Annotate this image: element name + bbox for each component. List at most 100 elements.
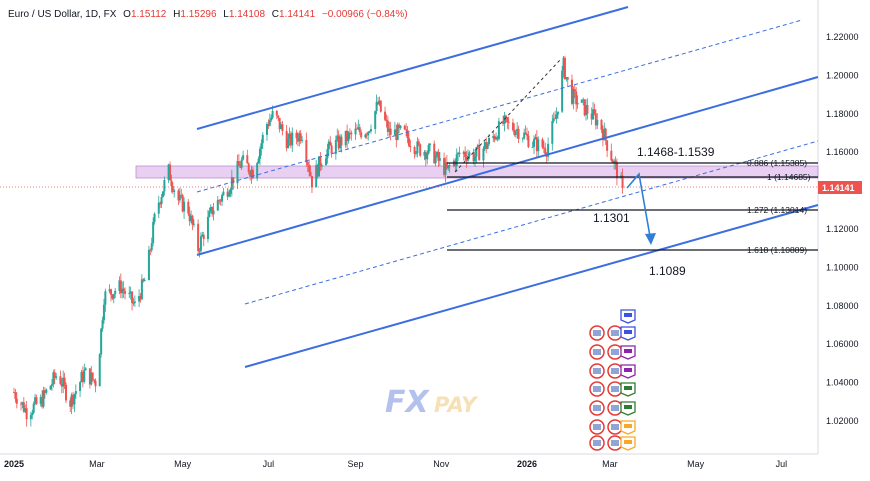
- candle: [118, 276, 121, 295]
- candle: [62, 370, 65, 394]
- candle-body: [395, 129, 398, 140]
- candle-body: [72, 394, 75, 405]
- candle-body: [285, 131, 288, 149]
- y-tick-label: 1.18000: [826, 109, 859, 119]
- swing-trendline[interactable]: [454, 59, 561, 173]
- candle: [129, 286, 132, 300]
- candle-body: [247, 163, 250, 173]
- candle-body: [339, 136, 342, 149]
- flag-icon: [611, 349, 619, 355]
- candle: [285, 125, 288, 152]
- candle: [112, 293, 115, 304]
- candle-body: [119, 280, 122, 294]
- event-badge-mark: [624, 330, 632, 334]
- candle: [102, 298, 105, 324]
- candle-body: [364, 134, 367, 138]
- candle: [268, 113, 271, 127]
- channel-dashed-line-lower[interactable]: [244, 140, 819, 305]
- candle-body: [443, 158, 446, 175]
- channel-upper-line[interactable]: [196, 6, 629, 130]
- candle-body: [29, 415, 32, 420]
- candle-body: [140, 279, 143, 300]
- candle-body: [91, 372, 94, 380]
- candle: [513, 123, 516, 137]
- candle-body: [576, 102, 579, 105]
- candle-body: [436, 151, 439, 157]
- symbol-label[interactable]: Euro / US Dollar, 1D, FX: [8, 9, 117, 20]
- candle-body: [613, 160, 616, 164]
- candle: [55, 372, 58, 380]
- candle: [289, 131, 292, 149]
- candle-body: [506, 117, 509, 123]
- candle-body: [25, 408, 28, 420]
- candle-body: [43, 390, 46, 393]
- channel-middle-line[interactable]: [196, 76, 819, 256]
- channel-lower-line[interactable]: [244, 204, 819, 368]
- candle: [31, 409, 34, 420]
- candle-body: [53, 372, 56, 378]
- candle-body: [384, 111, 387, 120]
- close-value: 1.14141: [279, 9, 316, 20]
- candle-body: [388, 128, 391, 132]
- candle-body: [124, 291, 127, 294]
- y-tick-label: 1.06000: [826, 339, 859, 349]
- candle-body: [288, 133, 291, 140]
- candle-body: [305, 140, 308, 163]
- candle-body: [173, 190, 176, 192]
- candle-body: [340, 136, 343, 146]
- candle-body: [516, 128, 519, 132]
- candle: [20, 401, 23, 411]
- candle-body: [149, 249, 152, 251]
- candle: [561, 65, 564, 114]
- candle-body: [98, 354, 101, 387]
- candle: [308, 159, 311, 177]
- projection-arrow[interactable]: [626, 172, 656, 245]
- candle-body: [49, 385, 52, 390]
- candle: [483, 141, 486, 151]
- candle-body: [580, 99, 583, 103]
- candle-body: [447, 165, 450, 169]
- candle-body: [181, 195, 184, 212]
- candle-body: [199, 236, 202, 251]
- candle-body: [336, 135, 339, 141]
- candle-body: [521, 138, 524, 140]
- candle-body: [448, 165, 451, 167]
- candle-body: [94, 380, 97, 387]
- candle-body: [41, 397, 44, 407]
- candle-body: [15, 398, 18, 404]
- candle: [188, 206, 191, 226]
- candle: [455, 148, 458, 172]
- candle-body: [478, 145, 481, 161]
- candle-body: [444, 162, 447, 175]
- candle-body: [357, 127, 360, 130]
- candle-body: [177, 190, 180, 201]
- candle-body: [104, 291, 107, 305]
- candle: [299, 129, 302, 144]
- y-tick-label: 1.20000: [826, 70, 859, 80]
- candle: [496, 135, 499, 142]
- price-axis[interactable]: 1.220001.200001.180001.160001.140001.120…: [826, 32, 859, 426]
- candle: [542, 140, 545, 154]
- candle: [610, 143, 613, 162]
- candle-body: [570, 79, 573, 104]
- target2-annotation: 1.1089: [649, 264, 686, 278]
- watermark-logo: FX PAY: [385, 385, 478, 420]
- open-label: O: [123, 9, 131, 20]
- candle: [350, 130, 353, 141]
- candle: [478, 139, 481, 161]
- candle: [260, 139, 263, 156]
- candle: [596, 112, 599, 129]
- candle-body: [610, 150, 613, 161]
- time-axis[interactable]: 2025 Mar May Jul Sep Nov 2026 Mar May Jul: [4, 459, 787, 469]
- candle-body: [118, 280, 121, 291]
- candle: [535, 130, 538, 158]
- support-zone[interactable]: [135, 165, 819, 179]
- candle: [187, 199, 190, 217]
- candle: [80, 369, 83, 383]
- candle-body: [585, 105, 588, 116]
- candle: [13, 387, 15, 394]
- candle: [604, 127, 607, 146]
- candle: [199, 232, 202, 255]
- watermark-text-fx: FX: [385, 385, 430, 420]
